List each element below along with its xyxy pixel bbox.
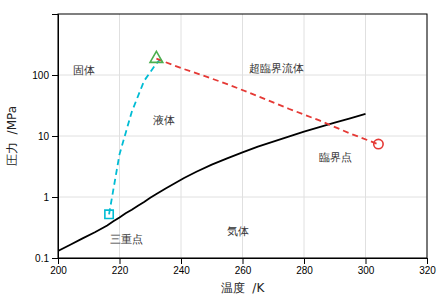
series-line	[58, 114, 366, 251]
x-tick-label: 200	[50, 265, 67, 276]
y-tick-mark	[52, 75, 58, 76]
y-tick-label: 1	[43, 192, 49, 203]
x-tick-label: 300	[358, 265, 375, 276]
y-tick: 1	[43, 192, 58, 203]
x-tick-mark	[243, 258, 244, 264]
x-tick: 260	[235, 258, 252, 276]
point-marker	[150, 51, 163, 62]
chart: 200 220 240 260 280 300 320 0.1 1 10 100 温度 /K 圧力 /M…	[0, 0, 445, 300]
y-tick-label: 100	[32, 70, 49, 81]
y-tick-label: 0.1	[35, 253, 49, 264]
x-tick: 240	[173, 258, 190, 276]
series-line	[156, 59, 377, 144]
y-axis: 0.1 1 10 100	[32, 15, 58, 264]
annotation: 三重点	[110, 233, 143, 246]
x-tick-mark	[427, 258, 428, 264]
x-tick: 280	[296, 258, 313, 276]
x-tick-mark	[304, 258, 305, 264]
x-tick-label: 260	[235, 265, 252, 276]
x-tick-label: 280	[296, 265, 313, 276]
x-tick: 200	[50, 258, 67, 276]
annotation: 液体	[153, 114, 175, 127]
annotation: 超臨界流体	[249, 62, 304, 75]
plot-frame	[58, 14, 427, 258]
x-tick-mark	[120, 258, 121, 264]
annotation: 臨界点	[319, 151, 352, 164]
x-tick-label: 220	[112, 265, 129, 276]
y-axis-line	[52, 15, 59, 259]
y-tick: 0.1	[35, 253, 58, 264]
x-tick-mark	[181, 258, 182, 264]
x-axis-line	[59, 259, 428, 265]
annotation: 固体	[73, 64, 95, 77]
x-axis-title: 温度 /K	[221, 281, 266, 295]
y-tick: 100	[32, 70, 58, 81]
plot: 200 220 240 260 280 300 320 0.1 1 10 100 温度 /K 圧力 /M…	[5, 14, 436, 295]
marks	[58, 51, 383, 251]
y-tick-mark	[52, 136, 58, 137]
y-tick-mark	[52, 258, 58, 259]
x-tick: 320	[419, 258, 436, 276]
x-tick-label: 320	[419, 265, 436, 276]
y-tick-mark	[52, 197, 58, 198]
point-marker	[374, 139, 383, 148]
x-tick: 300	[358, 258, 375, 276]
x-tick: 220	[112, 258, 129, 276]
y-tick-label: 10	[38, 131, 50, 142]
point-marker	[105, 210, 113, 218]
grid-line-y	[58, 197, 427, 198]
grid-line-y	[58, 136, 427, 137]
x-tick-mark	[366, 258, 367, 264]
series-line	[109, 59, 161, 215]
grid-line-y	[58, 75, 427, 76]
y-axis-title: 圧力 /MPa	[5, 106, 19, 166]
annotations: 固体液体気体三重点 臨界点 超臨界流体	[73, 62, 352, 247]
y-tick: 10	[38, 131, 58, 142]
annotation: 気体	[227, 225, 249, 238]
grid	[58, 14, 427, 258]
x-axis: 200 220 240 260 280 300 320	[50, 258, 436, 276]
x-tick-label: 240	[173, 265, 190, 276]
